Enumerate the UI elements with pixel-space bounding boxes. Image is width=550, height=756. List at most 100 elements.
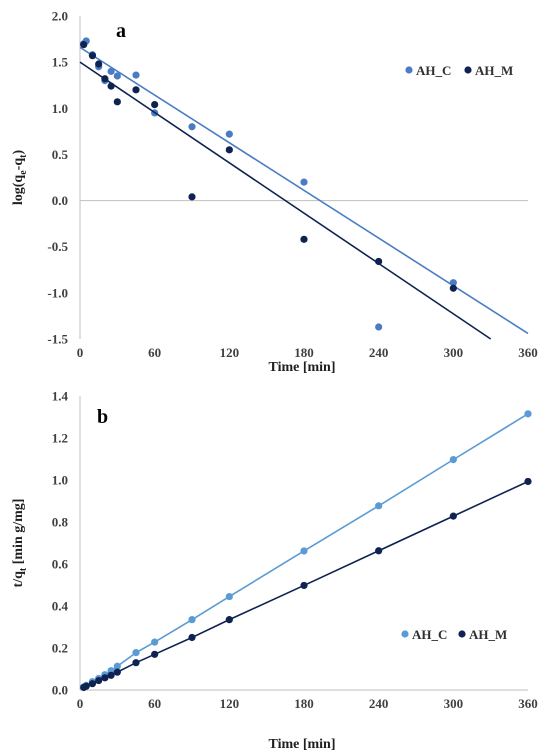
y-tick-label: -0.5 [47,239,68,254]
x-tick-label: 300 [444,345,464,360]
data-point [375,257,383,266]
data-point [95,60,103,68]
data-point [132,86,140,94]
y-tick-label: 0.8 [52,515,69,530]
y-tick-label: 1.0 [52,101,68,116]
data-point [107,82,115,90]
trendline-ah-m [79,61,492,340]
data-point [375,323,383,331]
data-point [151,100,159,109]
data-point [113,98,121,106]
data-point [132,71,140,79]
y-tick-label: 0.4 [52,599,69,614]
data-point [375,547,383,555]
y-axis-title: log(qe-qt) [11,150,29,206]
data-point [82,682,90,690]
x-tick-label: 300 [444,696,464,711]
x-tick-label: 240 [369,696,389,711]
x-tick-label: 180 [294,696,314,711]
y-axis-title: t/qt [min g/mg] [11,499,29,588]
data-point [449,512,457,520]
legend-marker [464,66,472,74]
data-point [524,477,532,486]
trendline-ah-c [79,46,529,335]
x-tick-label: 120 [220,345,240,360]
panel-b-chart: 0 60 120 180 240 300 360 1.4 1.2 1.0 0.8 0.6 0.4 0.2 0… [11,389,538,753]
legend-label: AH_M [469,627,507,642]
data-point [188,616,196,624]
data-point [225,592,233,601]
y-tick-label: 1.2 [52,431,68,446]
legend-marker [458,630,466,638]
legend-label: AH_C [412,627,447,642]
data-point [113,662,121,670]
y-axis-title-subscript: e [18,170,29,175]
data-point [132,649,140,657]
y-tick-label: 1.4 [52,389,69,404]
data-point [88,52,97,60]
panel-a-chart: 0 60 120 180 240 300 360 2.0 1.5 1.0 0.5 0.0 -0.5 -1.… [11,9,538,376]
y-axis-title-part: ) [11,150,26,155]
data-point [300,235,308,243]
data-point [95,676,103,685]
data-point [225,616,233,624]
y-tick-label: 0.2 [52,641,68,656]
data-point [80,41,88,49]
legend-label: AH_C [416,63,451,78]
y-axis-title-subscript: t [18,567,29,571]
y-axis-title-part: [min g/mg] [11,499,26,568]
x-tick-label: 0 [77,696,84,711]
data-point [225,146,233,154]
y-tick-label: 0.0 [52,683,68,698]
x-tick-label: 60 [148,696,161,711]
x-axis-title: Time [min] [268,360,335,375]
y-tick-label: 1.0 [52,473,68,488]
data-point [113,668,121,676]
data-point [101,75,109,83]
x-tick-label: 60 [148,345,161,360]
data-point [225,130,233,138]
y-tick-label: 0.0 [52,193,68,208]
legend-marker [405,66,413,74]
y-tick-label: 2.0 [52,9,68,24]
data-point [449,456,457,464]
data-point [524,410,532,418]
x-tick-label: 0 [77,345,84,360]
y-axis-title-part: -q [11,158,26,171]
panel-label: b [97,406,108,428]
data-point [300,581,308,590]
data-point [300,178,308,186]
y-tick-label: 1.5 [52,55,69,70]
x-tick-label: 120 [220,696,240,711]
data-point [449,279,457,287]
data-point [188,123,196,131]
y-tick-label: 0.6 [52,557,69,572]
data-point [88,680,97,688]
x-tick-label: 240 [369,345,389,360]
data-point [449,284,457,292]
data-point [101,674,109,682]
panel-label: a [116,20,126,42]
data-point [107,671,115,679]
data-point [300,547,308,555]
y-tick-label: -1.5 [47,332,68,347]
y-tick-label: -1.0 [47,285,68,300]
x-axis-title: Time [min] [268,737,335,752]
legend-label: AH_M [475,63,513,78]
legend-marker [401,630,409,638]
y-tick-label: 0.5 [52,147,69,162]
x-tick-label: 360 [518,345,538,360]
data-point [375,502,383,510]
y-axis-title-subscript: t [18,154,29,158]
data-point [132,659,140,667]
x-tick-label: 360 [518,696,538,711]
data-point [151,650,159,658]
data-point [188,633,196,642]
x-tick-label: 180 [294,345,314,360]
data-point [113,72,121,80]
data-point [107,67,115,75]
y-axis-title-part: log(q [11,175,26,206]
y-axis-title-part: t/q [11,571,26,588]
data-point [188,193,196,201]
